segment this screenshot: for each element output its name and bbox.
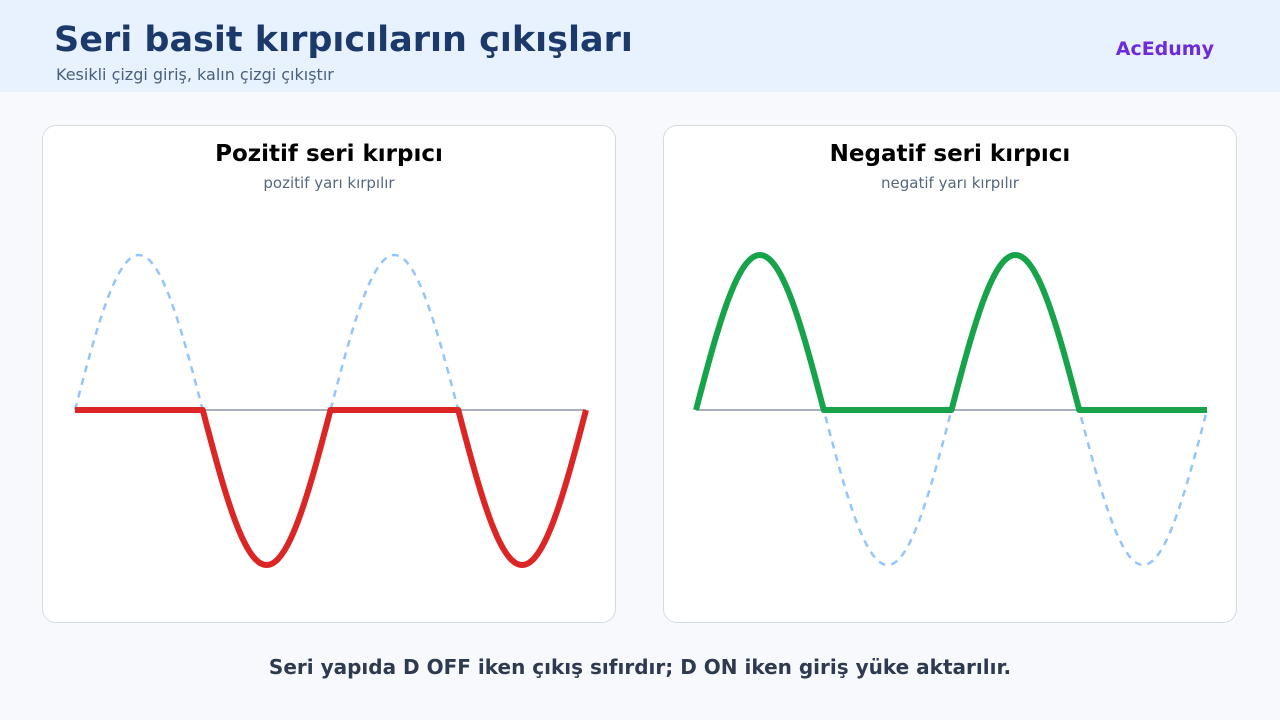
header-band: Seri basit kırpıcıların çıkışları Kesikl… [0, 0, 1280, 92]
negative-clipper-waveform [693, 252, 1209, 567]
panel-title: Negatif seri kırpıcı [829, 141, 1071, 167]
brand-logo-text: AcEdumy [1115, 38, 1214, 60]
panel-subtitle: pozitif yarı kırpılır [263, 174, 395, 192]
page-subtitle: Kesikli çizgi giriş, kalın çizgi çıkıştı… [56, 65, 334, 84]
output-wave [73, 407, 589, 568]
panel-subtitle: negatif yarı kırpılır [881, 174, 1019, 192]
negative-clipper-panel: Negatif seri kırpıcı negatif yarı kırpıl… [663, 125, 1237, 623]
positive-clipper-panel: Pozitif seri kırpıcı pozitif yarı kırpıl… [42, 125, 616, 623]
output-wave [693, 252, 1209, 413]
page-title: Seri basit kırpıcıların çıkışları [54, 20, 633, 60]
input-wave [694, 253, 1209, 567]
panel-title: Pozitif seri kırpıcı [215, 141, 443, 167]
footer-note: Seri yapıda D OFF iken çıkış sıfırdır; D… [268, 655, 1012, 679]
positive-clipper-waveform [73, 253, 589, 568]
